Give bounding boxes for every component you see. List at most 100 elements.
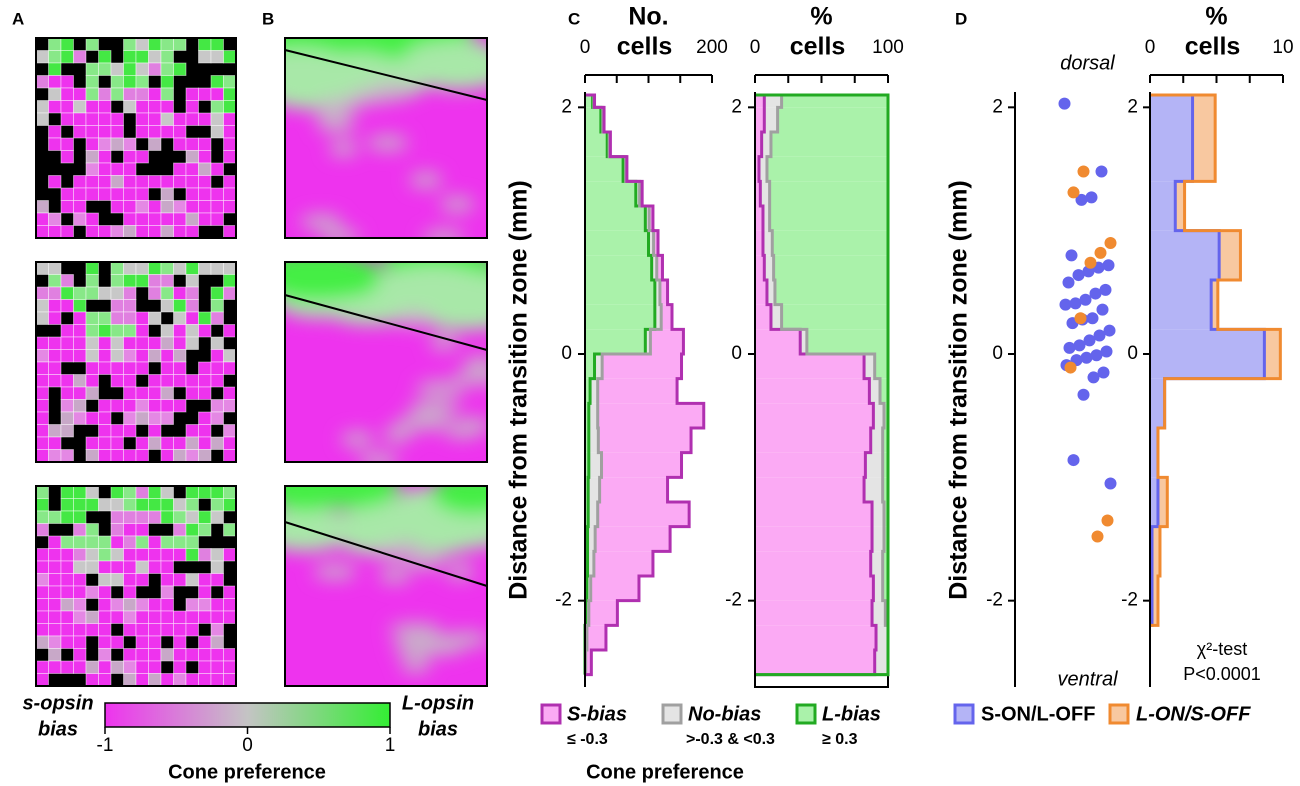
mosaic-cell — [73, 573, 87, 587]
mosaic-cell — [35, 498, 49, 512]
mosaic-cell — [60, 187, 74, 201]
mosaic-cell — [173, 623, 187, 637]
hist-segment — [864, 477, 883, 502]
mosaic-cell — [173, 449, 187, 463]
mosaic-cell — [48, 585, 62, 599]
mosaic-cell — [210, 436, 224, 450]
mosaic-cell — [223, 498, 237, 512]
mosaic-cell — [173, 261, 187, 275]
mosaic-cell — [35, 212, 49, 226]
map-blob — [406, 553, 445, 570]
hist-segment — [586, 625, 606, 650]
mosaic-cell — [148, 112, 162, 126]
hist-segment — [585, 206, 646, 231]
mosaic-cell — [60, 299, 74, 313]
hist-segment — [1264, 329, 1281, 379]
mosaic-cell — [223, 485, 237, 499]
mosaic-cell — [123, 150, 137, 164]
mosaic-cell — [110, 361, 124, 375]
mosaic-cell — [48, 225, 62, 239]
mosaic-cell — [123, 175, 137, 189]
hist-segment — [755, 230, 763, 256]
map-blob — [400, 656, 431, 673]
hist-segment — [884, 403, 888, 428]
hist-segment — [770, 132, 888, 157]
hist-segment — [800, 329, 807, 354]
hist-segment — [1157, 477, 1168, 527]
mosaic-cell — [223, 386, 237, 400]
mosaic-cell — [210, 37, 224, 51]
mosaic-cell — [160, 274, 174, 288]
mosaic-cell — [48, 100, 62, 114]
mosaic-cell — [160, 498, 174, 512]
point — [1077, 388, 1090, 401]
mosaic-cell — [48, 274, 62, 288]
hist-segment — [588, 477, 600, 502]
mosaic-cell — [185, 87, 199, 101]
mosaic-cell — [198, 37, 212, 51]
mosaic-cell — [198, 175, 212, 189]
mosaic-cell — [123, 137, 137, 151]
mosaic-cell — [185, 175, 199, 189]
mosaic-cell — [185, 225, 199, 239]
mosaic-cell — [210, 399, 224, 413]
mosaic-cell — [160, 50, 174, 64]
y-tick-label: -2 — [1121, 590, 1138, 611]
mosaic-cell — [160, 598, 174, 612]
mosaic-cell — [35, 449, 49, 463]
mosaic-cell — [35, 560, 49, 574]
mosaic-cell — [148, 37, 162, 51]
x-tick-label: 10 — [1272, 37, 1293, 58]
y-tick-label: 2 — [992, 96, 1003, 117]
point — [1077, 165, 1090, 178]
mosaic-cell — [223, 548, 237, 562]
hist-segment — [1150, 95, 1193, 182]
mosaic-cell — [135, 311, 149, 325]
transition-line — [284, 294, 488, 351]
mosaic-cell — [35, 311, 49, 325]
mosaic-cell — [98, 399, 112, 413]
point — [1067, 454, 1080, 467]
mosaic-cell — [198, 673, 212, 687]
mosaic-cell — [185, 137, 199, 151]
mosaic-cell — [35, 336, 49, 350]
mosaic-cell — [173, 324, 187, 338]
mosaic-cell — [48, 336, 62, 350]
hist-segment — [764, 255, 774, 280]
mosaic-cell — [60, 274, 74, 288]
mosaic-cell — [185, 336, 199, 350]
mosaic-cell — [123, 50, 137, 64]
mosaic-cell — [223, 261, 237, 275]
mosaic-cell — [223, 175, 237, 189]
mosaic-cell — [173, 535, 187, 549]
hist-segment — [650, 329, 684, 354]
mosaic-cell — [160, 212, 174, 226]
mosaic-cell — [210, 510, 224, 524]
mosaic-cell — [60, 510, 74, 524]
hist-segment — [882, 428, 888, 453]
mosaic-cell — [85, 585, 99, 599]
mosaic-cell — [223, 274, 237, 288]
hist-outline — [585, 93, 706, 677]
mosaic-cell — [123, 386, 137, 400]
mosaic-cell — [123, 212, 137, 226]
hist-segment — [755, 181, 761, 206]
mosaic-cell — [198, 311, 212, 325]
mosaic-cell — [185, 311, 199, 325]
mosaic-cell — [148, 349, 162, 363]
mosaic-cell — [110, 424, 124, 438]
hist-segment — [1151, 576, 1158, 626]
mosaic-cell — [48, 261, 62, 275]
mosaic-cell — [160, 37, 174, 51]
mosaic-cell — [85, 336, 99, 350]
hist-segment — [1211, 280, 1218, 330]
mosaic-cell — [185, 324, 199, 338]
mosaic-cell — [148, 100, 162, 114]
mosaic-cell — [223, 673, 237, 687]
mosaic-cell — [60, 610, 74, 624]
mosaic-cell — [123, 424, 137, 438]
mosaic-cell — [48, 573, 62, 587]
mosaic-cell — [198, 87, 212, 101]
hist-segment — [764, 95, 782, 108]
mosaic-cell — [85, 324, 99, 338]
